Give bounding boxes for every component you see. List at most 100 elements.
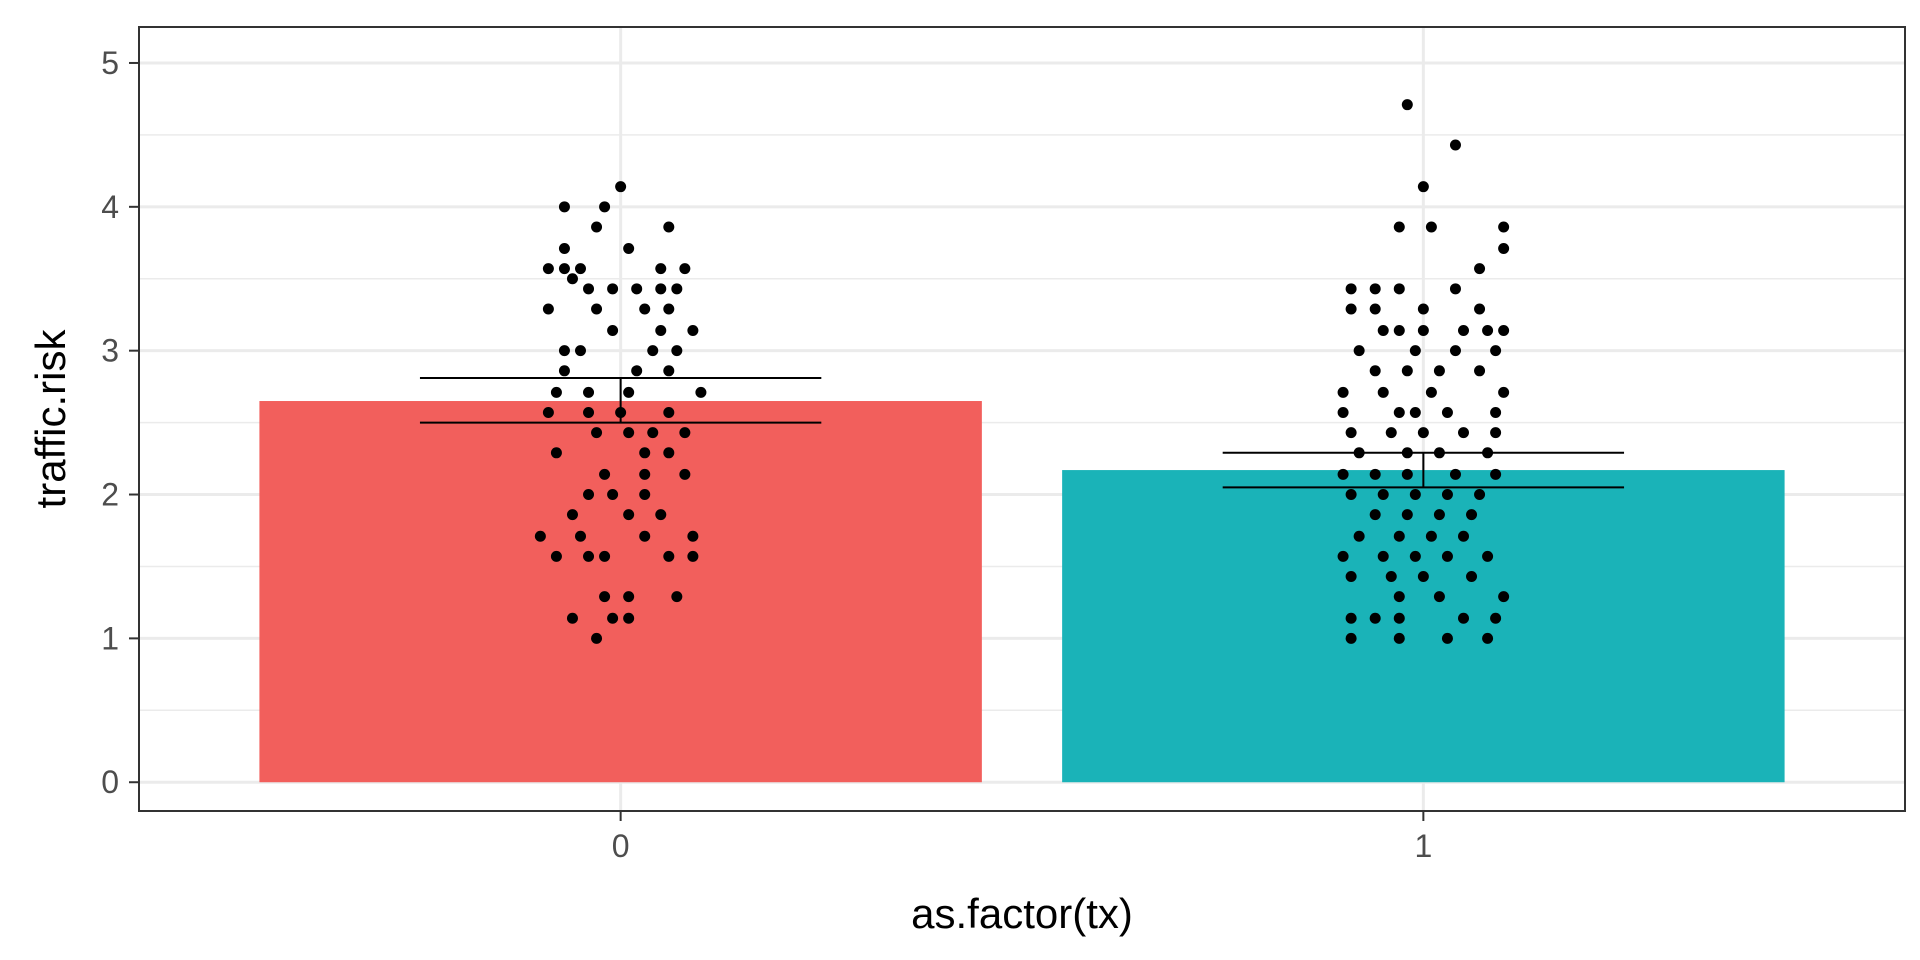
data-point: [1401, 365, 1413, 377]
data-point: [1417, 325, 1429, 337]
data-point: [1409, 489, 1421, 501]
data-point: [623, 612, 635, 624]
panel-border: [138, 26, 1906, 812]
data-point: [1498, 325, 1510, 337]
data-point: [1393, 407, 1405, 419]
data-point: [1377, 325, 1389, 337]
data-point: [655, 283, 667, 295]
data-point: [1466, 509, 1478, 521]
data-point: [1458, 530, 1469, 542]
y-tick-label: 4: [101, 189, 119, 225]
data-point: [1490, 427, 1502, 439]
data-point: [1482, 325, 1494, 337]
data-point: [1409, 550, 1421, 562]
data-point: [687, 325, 699, 337]
data-point: [1498, 243, 1510, 255]
data-point: [583, 407, 595, 419]
data-point: [1449, 345, 1461, 357]
data-point: [655, 263, 667, 275]
data-point: [1498, 221, 1510, 233]
data-point: [631, 365, 643, 377]
data-point: [1498, 591, 1510, 603]
data-point: [558, 345, 570, 357]
y-tick-label: 1: [101, 620, 119, 656]
y-axis-title: traffic.risk: [27, 329, 74, 509]
data-point: [1337, 550, 1349, 562]
data-point: [647, 345, 659, 357]
data-point: [607, 612, 619, 624]
data-point: [1474, 489, 1486, 501]
data-point: [1417, 303, 1429, 315]
data-point: [583, 283, 595, 295]
data-point: [607, 489, 619, 501]
data-point: [558, 365, 570, 377]
data-point: [671, 591, 683, 603]
data-point: [1401, 99, 1413, 111]
bar-1: [1062, 470, 1785, 783]
x-tick-label: 0: [612, 828, 630, 864]
data-point: [550, 386, 562, 398]
data-point: [679, 468, 691, 480]
data-point: [1433, 365, 1445, 377]
data-point: [671, 345, 683, 357]
data-point: [1353, 345, 1365, 357]
data-point: [1345, 303, 1357, 315]
data-point: [1377, 489, 1389, 501]
data-point: [1369, 509, 1381, 521]
data-point: [1458, 612, 1469, 624]
data-point: [1393, 612, 1405, 624]
data-point: [1393, 632, 1405, 644]
data-point: [663, 365, 675, 377]
data-point: [663, 550, 675, 562]
data-point: [599, 550, 611, 562]
data-point: [1417, 181, 1429, 193]
x-tick-label: 1: [1414, 828, 1432, 864]
data-point: [1474, 303, 1486, 315]
data-point: [1401, 509, 1413, 521]
data-point: [1393, 591, 1405, 603]
data-point: [663, 221, 675, 233]
data-point: [679, 263, 691, 275]
data-point: [1369, 612, 1381, 624]
data-point: [1490, 612, 1502, 624]
data-point: [671, 283, 683, 295]
data-point: [583, 386, 595, 398]
data-point: [575, 263, 586, 275]
data-point: [687, 530, 699, 542]
data-point: [607, 283, 619, 295]
data-point: [679, 427, 691, 439]
data-point: [599, 468, 611, 480]
data-point: [550, 550, 562, 562]
data-point: [1425, 530, 1437, 542]
data-point: [1441, 632, 1453, 644]
data-point: [1490, 468, 1502, 480]
data-point: [583, 550, 595, 562]
data-point: [1417, 427, 1429, 439]
data-point: [1498, 386, 1510, 398]
data-point: [558, 243, 570, 255]
y-axis-ticks: 0 1 2 3 4 5: [101, 45, 139, 800]
data-point: [1466, 571, 1478, 583]
data-point: [1377, 550, 1389, 562]
data-point: [1401, 468, 1413, 480]
data-point: [695, 386, 707, 398]
data-point: [1458, 325, 1469, 337]
data-point: [607, 325, 619, 337]
data-point: [1409, 407, 1421, 419]
data-point: [1417, 571, 1429, 583]
data-point: [1425, 386, 1437, 398]
data-point: [623, 243, 635, 255]
data-point: [558, 263, 570, 275]
data-point: [639, 530, 651, 542]
data-point: [1393, 325, 1405, 337]
x-axis-title: as.factor(tx): [911, 890, 1133, 937]
data-point: [1449, 139, 1461, 151]
data-point: [550, 447, 562, 459]
data-point: [1425, 221, 1437, 233]
data-point: [1482, 632, 1494, 644]
data-point: [1490, 407, 1502, 419]
data-point: [566, 273, 578, 285]
data-point: [1345, 612, 1357, 624]
data-point: [1393, 530, 1405, 542]
